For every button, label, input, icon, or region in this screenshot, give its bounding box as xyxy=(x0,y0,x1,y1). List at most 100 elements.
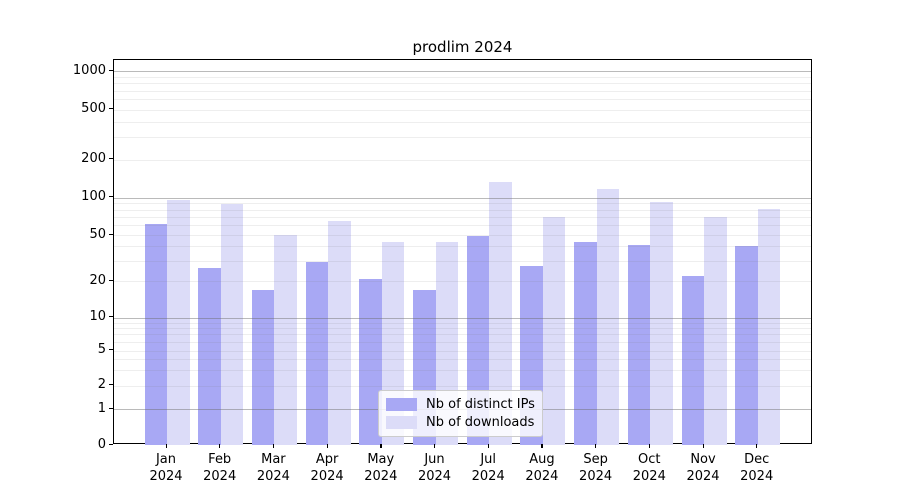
x-axis-tick xyxy=(272,444,275,448)
minor-gridline xyxy=(114,83,811,85)
x-tick-year: 2024 xyxy=(525,469,559,484)
y-axis-tick xyxy=(109,279,113,281)
x-tick-month: Dec xyxy=(744,452,770,467)
x-tick-year: 2024 xyxy=(740,469,774,484)
y-axis-tick-label: 200 xyxy=(81,151,106,166)
downloads-bar xyxy=(542,216,566,445)
legend-label: Nb of downloads xyxy=(426,415,535,430)
downloads-bar xyxy=(757,208,781,445)
y-axis-tick xyxy=(109,69,113,71)
y-axis-tick-label: 5 xyxy=(97,342,106,357)
downloads-bar xyxy=(650,202,673,445)
x-axis-tick-label: Jul 2024 xyxy=(456,451,520,485)
x-tick-month: Oct xyxy=(638,452,661,467)
y-axis-tick xyxy=(109,349,113,351)
legend-label: Nb of distinct IPs xyxy=(426,397,535,412)
x-axis-tick-label: Apr 2024 xyxy=(295,451,359,485)
x-tick-month: Nov xyxy=(690,452,716,467)
y-axis-tick xyxy=(109,158,113,160)
minor-gridline xyxy=(114,90,811,92)
x-axis-tick-label: Sep 2024 xyxy=(564,451,628,485)
x-axis-tick-label: Jun 2024 xyxy=(403,451,467,485)
x-axis-tick xyxy=(219,444,221,448)
x-tick-month: Jul xyxy=(480,452,497,467)
y-axis-tick-label: 500 xyxy=(81,101,106,116)
legend-swatch xyxy=(386,416,417,429)
downloads-bar xyxy=(704,216,727,445)
minor-gridline xyxy=(114,121,811,123)
x-axis-tick-label: May 2024 xyxy=(349,451,413,485)
x-tick-year: 2024 xyxy=(203,469,237,484)
y-axis-tick xyxy=(109,443,113,445)
y-axis-tick xyxy=(109,196,113,198)
x-axis-tick-label: Dec 2024 xyxy=(725,451,789,485)
minor-gridline xyxy=(114,137,811,139)
distinct-ips-bar xyxy=(359,278,382,445)
x-axis-tick xyxy=(702,444,704,448)
x-tick-month: Aug xyxy=(529,452,555,467)
x-axis-tick xyxy=(380,444,382,448)
downloads-bar xyxy=(220,203,244,445)
x-axis-tick xyxy=(434,444,436,448)
legend: Nb of distinct IPs Nb of downloads xyxy=(378,390,543,437)
y-axis-tick-label: 50 xyxy=(89,226,106,242)
major-gridline xyxy=(114,71,811,72)
x-tick-year: 2024 xyxy=(579,469,613,484)
x-axis-tick xyxy=(165,444,167,448)
y-axis-tick-label: 1 xyxy=(97,400,106,416)
distinct-ips-bar xyxy=(681,276,704,445)
x-tick-month: Apr xyxy=(315,452,339,467)
x-tick-month: Jan xyxy=(155,452,177,467)
distinct-ips-bar xyxy=(144,223,167,445)
x-tick-month: Sep xyxy=(583,452,608,467)
x-axis-tick-label: Feb 2024 xyxy=(188,451,252,485)
y-axis-tick-label: 1000 xyxy=(72,62,106,78)
distinct-ips-bar xyxy=(627,245,651,445)
distinct-ips-bar xyxy=(198,267,221,445)
y-axis-tick-label: 0 xyxy=(97,436,106,452)
legend-swatch xyxy=(386,398,417,411)
y-axis-tick-label: 100 xyxy=(81,189,106,204)
x-tick-month: Mar xyxy=(261,452,286,467)
legend-item: Nb of downloads xyxy=(386,415,535,430)
x-axis-tick xyxy=(595,444,597,448)
y-axis-tick xyxy=(109,407,113,409)
minor-gridline xyxy=(114,209,811,211)
x-axis-tick xyxy=(326,444,328,448)
minor-gridline xyxy=(114,159,811,161)
minor-gridline xyxy=(114,203,811,205)
minor-gridline xyxy=(114,76,811,78)
x-tick-year: 2024 xyxy=(417,469,452,484)
x-tick-year: 2024 xyxy=(471,469,505,484)
y-axis-tick xyxy=(109,233,113,236)
x-axis-tick xyxy=(487,444,489,448)
x-axis-tick-label: Oct 2024 xyxy=(617,451,681,485)
downloads-bar xyxy=(167,199,190,445)
distinct-ips-bar xyxy=(305,262,329,445)
x-tick-year: 2024 xyxy=(686,469,720,484)
y-axis-tick xyxy=(109,108,113,110)
legend-item: Nb of distinct IPs xyxy=(386,397,535,412)
downloads-bar xyxy=(274,235,297,445)
x-tick-month: Feb xyxy=(208,452,232,467)
distinct-ips-bar xyxy=(574,241,597,445)
distinct-ips-bar xyxy=(735,246,758,445)
x-axis-tick xyxy=(541,444,543,448)
y-axis-tick xyxy=(109,316,113,318)
y-axis-tick-label: 20 xyxy=(89,272,106,288)
x-axis-tick-label: Jan 2024 xyxy=(134,451,198,485)
x-axis-tick-label: Nov 2024 xyxy=(671,451,735,485)
minor-gridline xyxy=(114,109,811,111)
minor-gridline xyxy=(114,99,811,101)
y-axis-tick xyxy=(109,384,113,386)
x-tick-year: 2024 xyxy=(632,469,666,484)
y-axis-tick-label: 10 xyxy=(89,309,106,324)
y-axis-tick-label: 2 xyxy=(97,377,106,392)
x-tick-month: May xyxy=(367,452,395,467)
x-tick-year: 2024 xyxy=(256,469,290,484)
downloads-bar xyxy=(489,181,512,445)
x-axis-tick-label: Aug 2024 xyxy=(510,451,574,485)
major-gridline xyxy=(114,197,811,199)
x-tick-month: Jun xyxy=(424,452,445,467)
